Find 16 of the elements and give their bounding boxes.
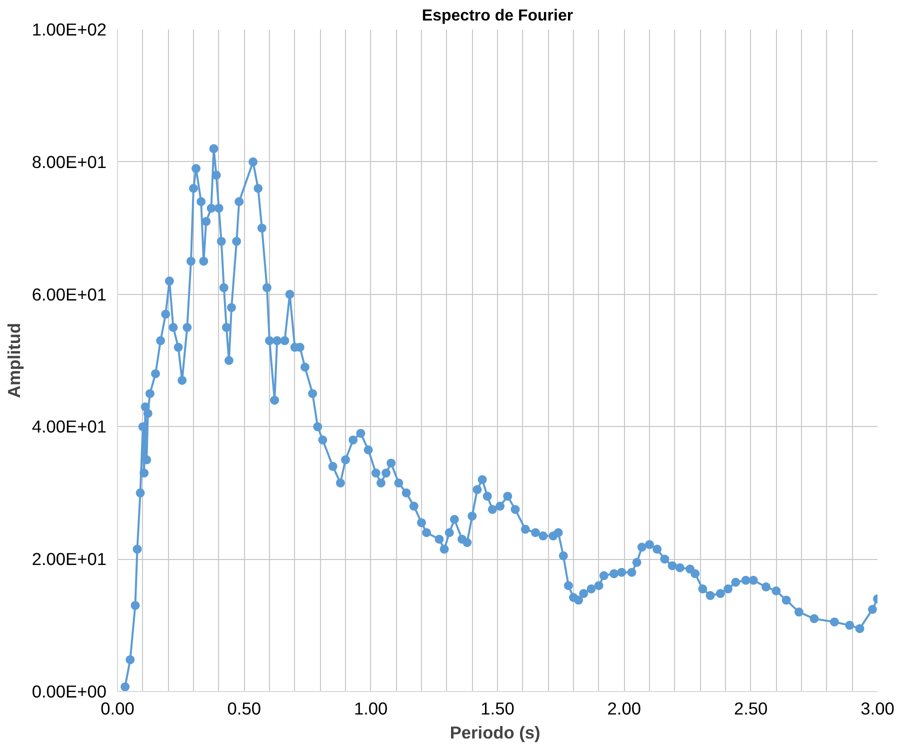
x-tick-label: 0.00	[100, 698, 134, 718]
x-tick-label: 1.50	[480, 698, 514, 718]
x-axis-title: Periodo (s)	[450, 722, 540, 742]
x-tick-label: 2.00	[607, 698, 642, 718]
chart-title: Espectro de Fourier	[422, 8, 574, 24]
y-tick-label: 0.00E+00	[32, 682, 107, 702]
x-tick-label: 3.00	[860, 698, 894, 718]
y-tick-label: 4.00E+01	[32, 416, 107, 437]
y-tick-label: 8.00E+01	[32, 152, 107, 172]
y-axis-title: Amplitud	[4, 322, 24, 398]
x-tick-label: 0.50	[227, 698, 262, 718]
y-tick-label: 2.00E+01	[32, 549, 107, 570]
x-tick-label: 2.50	[734, 698, 768, 718]
x-tick-label: 1.00	[354, 698, 388, 718]
y-tick-label: 6.00E+01	[32, 284, 107, 304]
y-tick-label: 1.00E+02	[32, 20, 107, 40]
